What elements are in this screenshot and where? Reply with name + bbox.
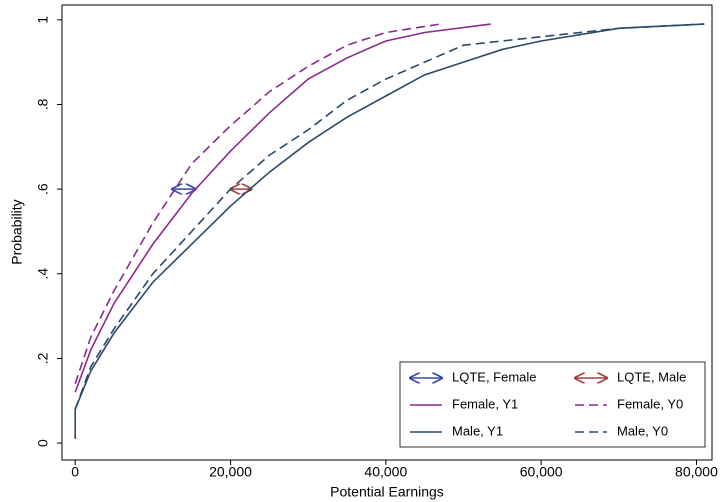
y-tick-label: 1: [35, 16, 51, 24]
x-tick-label: 20,000: [209, 464, 252, 480]
y-tick-label: 0: [35, 439, 51, 447]
legend-label: Male, Y0: [617, 423, 668, 438]
x-tick-label: 40,000: [364, 464, 407, 480]
y-tick-label: .6: [35, 183, 51, 195]
legend-label: Male, Y1: [452, 423, 503, 438]
legend-box: [399, 361, 706, 448]
x-tick-label: 60,000: [520, 464, 563, 480]
series-line: [74, 23, 491, 393]
y-tick-label: .4: [35, 268, 51, 280]
x-tick-label: 0: [71, 464, 79, 480]
legend-label: Female, Y1: [452, 396, 518, 411]
y-axis-title: Probability: [9, 199, 25, 264]
series-line: [74, 23, 705, 410]
legend-label: LQTE, Male: [617, 369, 686, 384]
series-line: [74, 23, 705, 439]
y-tick-label: .2: [35, 352, 51, 364]
x-axis-title: Potential Earnings: [330, 484, 444, 500]
legend-label: Female, Y0: [617, 396, 683, 411]
legend-label: LQTE, Female: [452, 369, 537, 384]
x-tick-label: 80,000: [675, 464, 718, 480]
y-tick-label: .8: [35, 98, 51, 110]
